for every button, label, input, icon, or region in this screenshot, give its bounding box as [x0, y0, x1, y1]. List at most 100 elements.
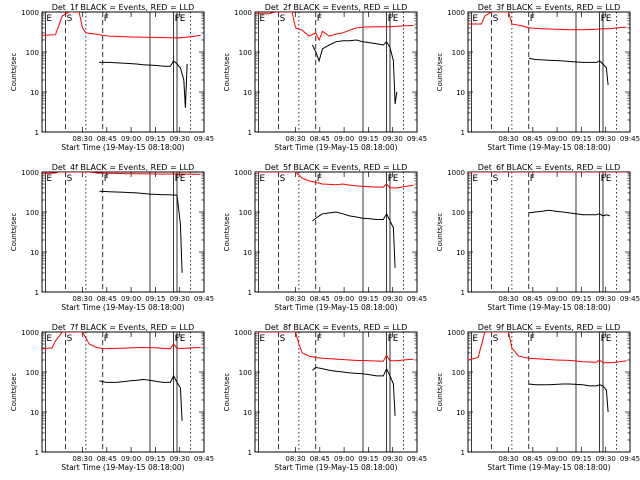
event-marker-label: S: [493, 14, 499, 24]
x-tick-label: 09:45: [407, 135, 427, 143]
chart-panel-3: Det_3f BLACK = Events, RED = LLD 1 10 100 10…: [436, 3, 640, 152]
y-tick-label: 1: [35, 129, 39, 137]
event-marker-label: FE: [175, 14, 186, 24]
x-tick-label: 08:45: [97, 295, 117, 303]
events-series-line: [312, 366, 396, 416]
x-axis-label: Start Time (19-May-15 08:18:00): [487, 143, 610, 152]
chart-panel-8: Det_8f BLACK = Events, RED = LLD 1 10 100 10…: [223, 323, 427, 472]
chart-title: Det_5f BLACK = Events, RED = LLD: [265, 163, 408, 172]
y-tick-label: 1: [248, 289, 252, 297]
x-tick-label: 08:45: [310, 295, 330, 303]
event-marker-label: E: [46, 174, 52, 184]
x-axis-label: Start Time (19-May-15 08:18:00): [274, 463, 397, 472]
event-marker-label: E: [259, 14, 265, 24]
x-tick-label: 09:00: [121, 135, 141, 143]
event-marker-label: FE: [388, 334, 399, 344]
x-tick-label: 09:15: [571, 135, 591, 143]
y-tick-label: 100: [239, 49, 252, 57]
y-tick-label: 1: [461, 129, 465, 137]
x-tick-label: 09:45: [407, 455, 427, 463]
y-axis-label: Counts/sec: [436, 373, 444, 412]
chart-title: Det_8f BLACK = Events, RED = LLD: [265, 323, 408, 332]
y-tick-label: 100: [26, 369, 39, 377]
x-tick-label: 09:30: [596, 455, 616, 463]
x-axis-label: Start Time (19-May-15 08:18:00): [274, 303, 397, 312]
y-tick-label: 10: [456, 89, 465, 97]
x-tick-label: 09:00: [121, 295, 141, 303]
plot-frame: [41, 171, 205, 293]
x-tick-label: 09:45: [194, 135, 214, 143]
plot-frame: [467, 331, 631, 453]
event-marker-label: S: [280, 334, 286, 344]
x-tick-label: 08:45: [97, 455, 117, 463]
x-tick-label: 09:30: [383, 295, 403, 303]
x-tick-label: 09:15: [145, 455, 165, 463]
event-marker-label: E: [259, 334, 265, 344]
events-series-line: [528, 209, 610, 217]
chart-title: Det_9f BLACK = Events, RED = LLD: [478, 323, 621, 332]
x-tick-label: 08:45: [523, 135, 543, 143]
x-tick-label: 09:30: [596, 295, 616, 303]
x-tick-label: 08:30: [72, 455, 92, 463]
event-marker-label: FE: [175, 174, 186, 184]
x-tick-label: 09:15: [358, 295, 378, 303]
plot-frame: [254, 11, 418, 133]
x-tick-label: 09:00: [334, 455, 354, 463]
x-tick-label: 09:30: [383, 135, 403, 143]
y-tick-label: 1: [35, 289, 39, 297]
x-tick-label: 09:15: [571, 295, 591, 303]
x-tick-label: 09:45: [620, 295, 640, 303]
chart-panel-7: Det_7f BLACK = Events, RED = LLD 1 10 100 10…: [10, 323, 214, 472]
x-tick-label: 08:45: [523, 295, 543, 303]
y-axis-label: Counts/sec: [10, 213, 18, 252]
x-tick-label: 09:30: [170, 135, 190, 143]
x-tick-label: 08:30: [285, 455, 305, 463]
y-tick-label: 100: [239, 209, 252, 217]
events-series-line: [311, 39, 398, 105]
event-marker-label: F: [530, 174, 535, 184]
x-tick-label: 09:00: [547, 135, 567, 143]
y-tick-label: 100: [452, 209, 465, 217]
y-axis-label: Counts/sec: [436, 213, 444, 252]
event-marker-label: FE: [388, 14, 399, 24]
y-tick-label: 10: [456, 249, 465, 257]
y-tick-label: 1000: [447, 9, 465, 17]
chart-panel-6: Det_6f BLACK = Events, RED = LLD 1 10 100 10…: [436, 163, 640, 312]
y-tick-label: 1000: [234, 329, 252, 337]
chart-title: Det_7f BLACK = Events, RED = LLD: [52, 323, 195, 332]
chart-panel-4: Det_4f BLACK = Events, RED = LLD 1 10 100 10…: [10, 163, 214, 312]
x-tick-label: 08:30: [72, 295, 92, 303]
events-series-line: [312, 211, 396, 268]
x-tick-label: 08:30: [285, 135, 305, 143]
y-tick-label: 1: [461, 289, 465, 297]
event-marker-label: E: [472, 174, 478, 184]
event-marker-label: F: [104, 174, 109, 184]
event-marker-label: F: [104, 334, 109, 344]
lld-series-line: [42, 12, 201, 39]
x-tick-label: 09:45: [407, 295, 427, 303]
chart-panel-5: Det_5f BLACK = Events, RED = LLD 1 10 100 10…: [223, 163, 427, 312]
y-tick-label: 100: [452, 369, 465, 377]
x-tick-label: 08:30: [498, 455, 518, 463]
y-tick-label: 100: [26, 209, 39, 217]
x-axis-label: Start Time (19-May-15 08:18:00): [274, 143, 397, 152]
y-axis-label: Counts/sec: [10, 53, 18, 92]
x-tick-label: 09:30: [170, 295, 190, 303]
y-axis-label: Counts/sec: [223, 53, 231, 92]
y-axis-label: Counts/sec: [10, 373, 18, 412]
x-tick-label: 09:45: [194, 455, 214, 463]
chart-panel-9: Det_9f BLACK = Events, RED = LLD 1 10 100 10…: [436, 323, 640, 472]
chart-panel-1: Det_1f BLACK = Events, RED = LLD 1 10 100 10…: [10, 3, 214, 152]
event-marker-label: F: [104, 14, 109, 24]
event-marker-label: E: [46, 14, 52, 24]
x-tick-label: 09:15: [145, 135, 165, 143]
lld-series-line: [255, 12, 414, 42]
event-marker-label: E: [259, 174, 265, 184]
y-tick-label: 10: [243, 89, 252, 97]
y-tick-label: 10: [456, 409, 465, 417]
plot-frame: [254, 171, 418, 293]
y-tick-label: 1: [35, 449, 39, 457]
y-axis-label: Counts/sec: [223, 373, 231, 412]
events-series-line: [528, 383, 609, 413]
